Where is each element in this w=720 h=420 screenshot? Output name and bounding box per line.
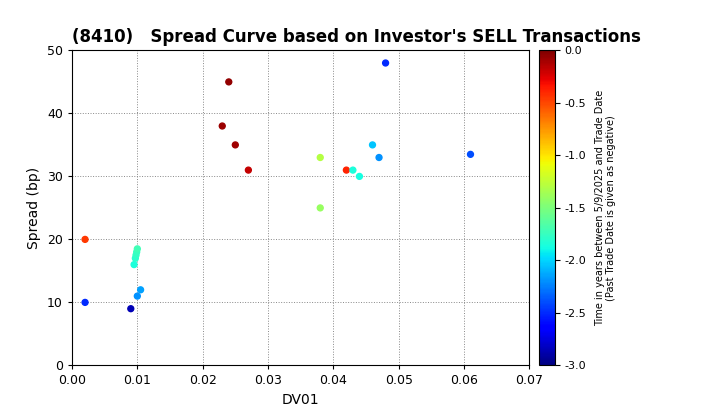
Point — [132, 245, 143, 252]
Point — [464, 151, 476, 158]
Point — [128, 261, 140, 268]
Point — [132, 293, 143, 299]
Point — [347, 167, 359, 173]
X-axis label: DV01: DV01 — [282, 393, 320, 407]
Point — [230, 142, 241, 148]
Point — [315, 154, 326, 161]
Point — [79, 299, 91, 306]
Y-axis label: Time in years between 5/9/2025 and Trade Date
(Past Trade Date is given as negat: Time in years between 5/9/2025 and Trade… — [595, 90, 616, 326]
Point — [135, 286, 146, 293]
Point — [217, 123, 228, 129]
Point — [131, 249, 143, 255]
Point — [223, 79, 235, 85]
Point — [243, 167, 254, 173]
Point — [373, 154, 384, 161]
Text: (8410)   Spread Curve based on Investor's SELL Transactions: (8410) Spread Curve based on Investor's … — [72, 28, 641, 46]
Point — [315, 205, 326, 211]
Point — [354, 173, 365, 180]
Point — [380, 60, 392, 66]
Point — [341, 167, 352, 173]
Point — [130, 252, 142, 258]
Point — [79, 236, 91, 243]
Y-axis label: Spread (bp): Spread (bp) — [27, 167, 42, 249]
Point — [366, 142, 378, 148]
Point — [125, 305, 137, 312]
Point — [130, 255, 141, 262]
